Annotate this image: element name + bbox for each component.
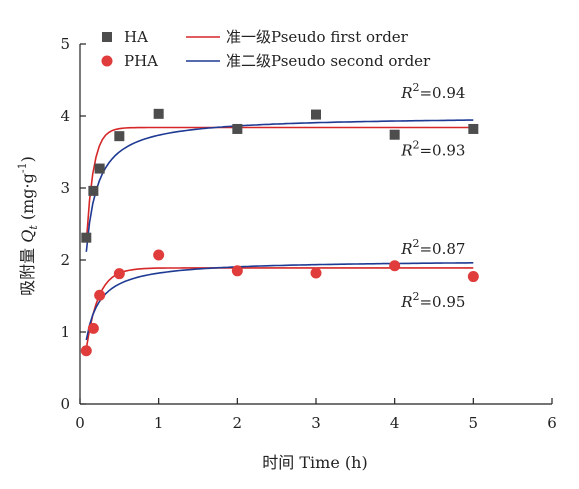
data-point-pha [310,267,322,279]
data-point-pha [113,268,125,280]
y-tick-label: 3 [60,179,70,197]
data-point-pha [153,249,165,261]
r-sup: 2 [412,139,419,152]
x-axis-title: 时间 Time (h) [262,453,367,472]
y-tick-label: 5 [60,35,70,53]
data-point-pha [467,271,479,283]
legend-label-pso: 准二级Pseudo second order [226,52,431,70]
r-sup: 2 [412,290,419,303]
data-point-ha [88,185,99,196]
legend-marker-pha [101,55,113,67]
r-squared-annotation: R2=0.94 [400,81,465,102]
axes-layer: 0 1 2 3 4 5 6 0 1 2 3 4 5 [60,35,556,432]
x-tick-label: 4 [390,414,400,432]
data-point-pha [80,345,92,357]
r-squared-annotation: R2=0.93 [400,139,465,160]
r-value: =0.93 [419,142,465,160]
data-point-pha [231,265,243,277]
x-tick-label: 0 [75,414,85,432]
y-title-main: 吸附量 [18,243,37,296]
y-tick-label: 4 [60,107,70,125]
y-tick-label: 0 [60,395,70,413]
r-value: =0.87 [419,240,465,258]
r-squared-annotation: R2=0.95 [400,290,465,311]
y-axis-title: 吸附量 Qt (mg·g-1) [16,156,40,296]
data-point-ha [153,108,164,119]
y-tick-label: 1 [60,323,70,341]
fit-curve-pfo-ha [85,126,474,243]
x-tick-label: 2 [233,414,243,432]
y-title-italic: Q [18,230,37,243]
r-squared-annotation: R2=0.87 [400,237,465,258]
data-point-ha [311,109,321,120]
y-title-unit: (mg·g [18,173,37,225]
y-title-close: ) [18,156,37,162]
data-point-ha [81,232,92,243]
r-value: =0.95 [419,293,465,311]
y-tick-label: 2 [60,251,70,269]
r-value: =0.94 [419,84,465,102]
fit-curves [85,119,474,349]
fit-curve-pso-ha [85,119,474,252]
legend-label-pha: PHA [124,52,158,70]
r-label: R [400,142,412,160]
r-sup: 2 [412,81,419,94]
x-tick-label: 3 [311,414,321,432]
data-point-ha [94,163,105,174]
legend-label-pfo: 准一级Pseudo first order [226,28,409,46]
data-point-ha [232,123,243,134]
data-point-pha [87,322,99,334]
r-label: R [400,293,412,311]
x-tick-label: 5 [469,414,479,432]
legend-marker-ha [102,32,112,42]
data-points [80,108,479,357]
x-tick-label: 1 [154,414,164,432]
r-sup: 2 [412,237,419,250]
data-point-pha [389,260,401,272]
x-tick-label: 6 [547,414,557,432]
y-title-sub: t [27,225,40,230]
r-label: R [400,84,412,102]
data-point-ha [468,123,479,134]
fit-curve-pso-pha [85,261,474,341]
data-point-ha [389,129,400,140]
y-title-sup: -1 [16,162,29,173]
data-point-pha [94,289,106,301]
legend: HA PHA 准一级Pseudo first order 准二级Pseudo seco… [101,28,431,70]
r-label: R [400,240,412,258]
fit-curve-pfo-pha [85,267,474,349]
data-point-ha [114,131,125,142]
legend-label-ha: HA [124,28,148,46]
